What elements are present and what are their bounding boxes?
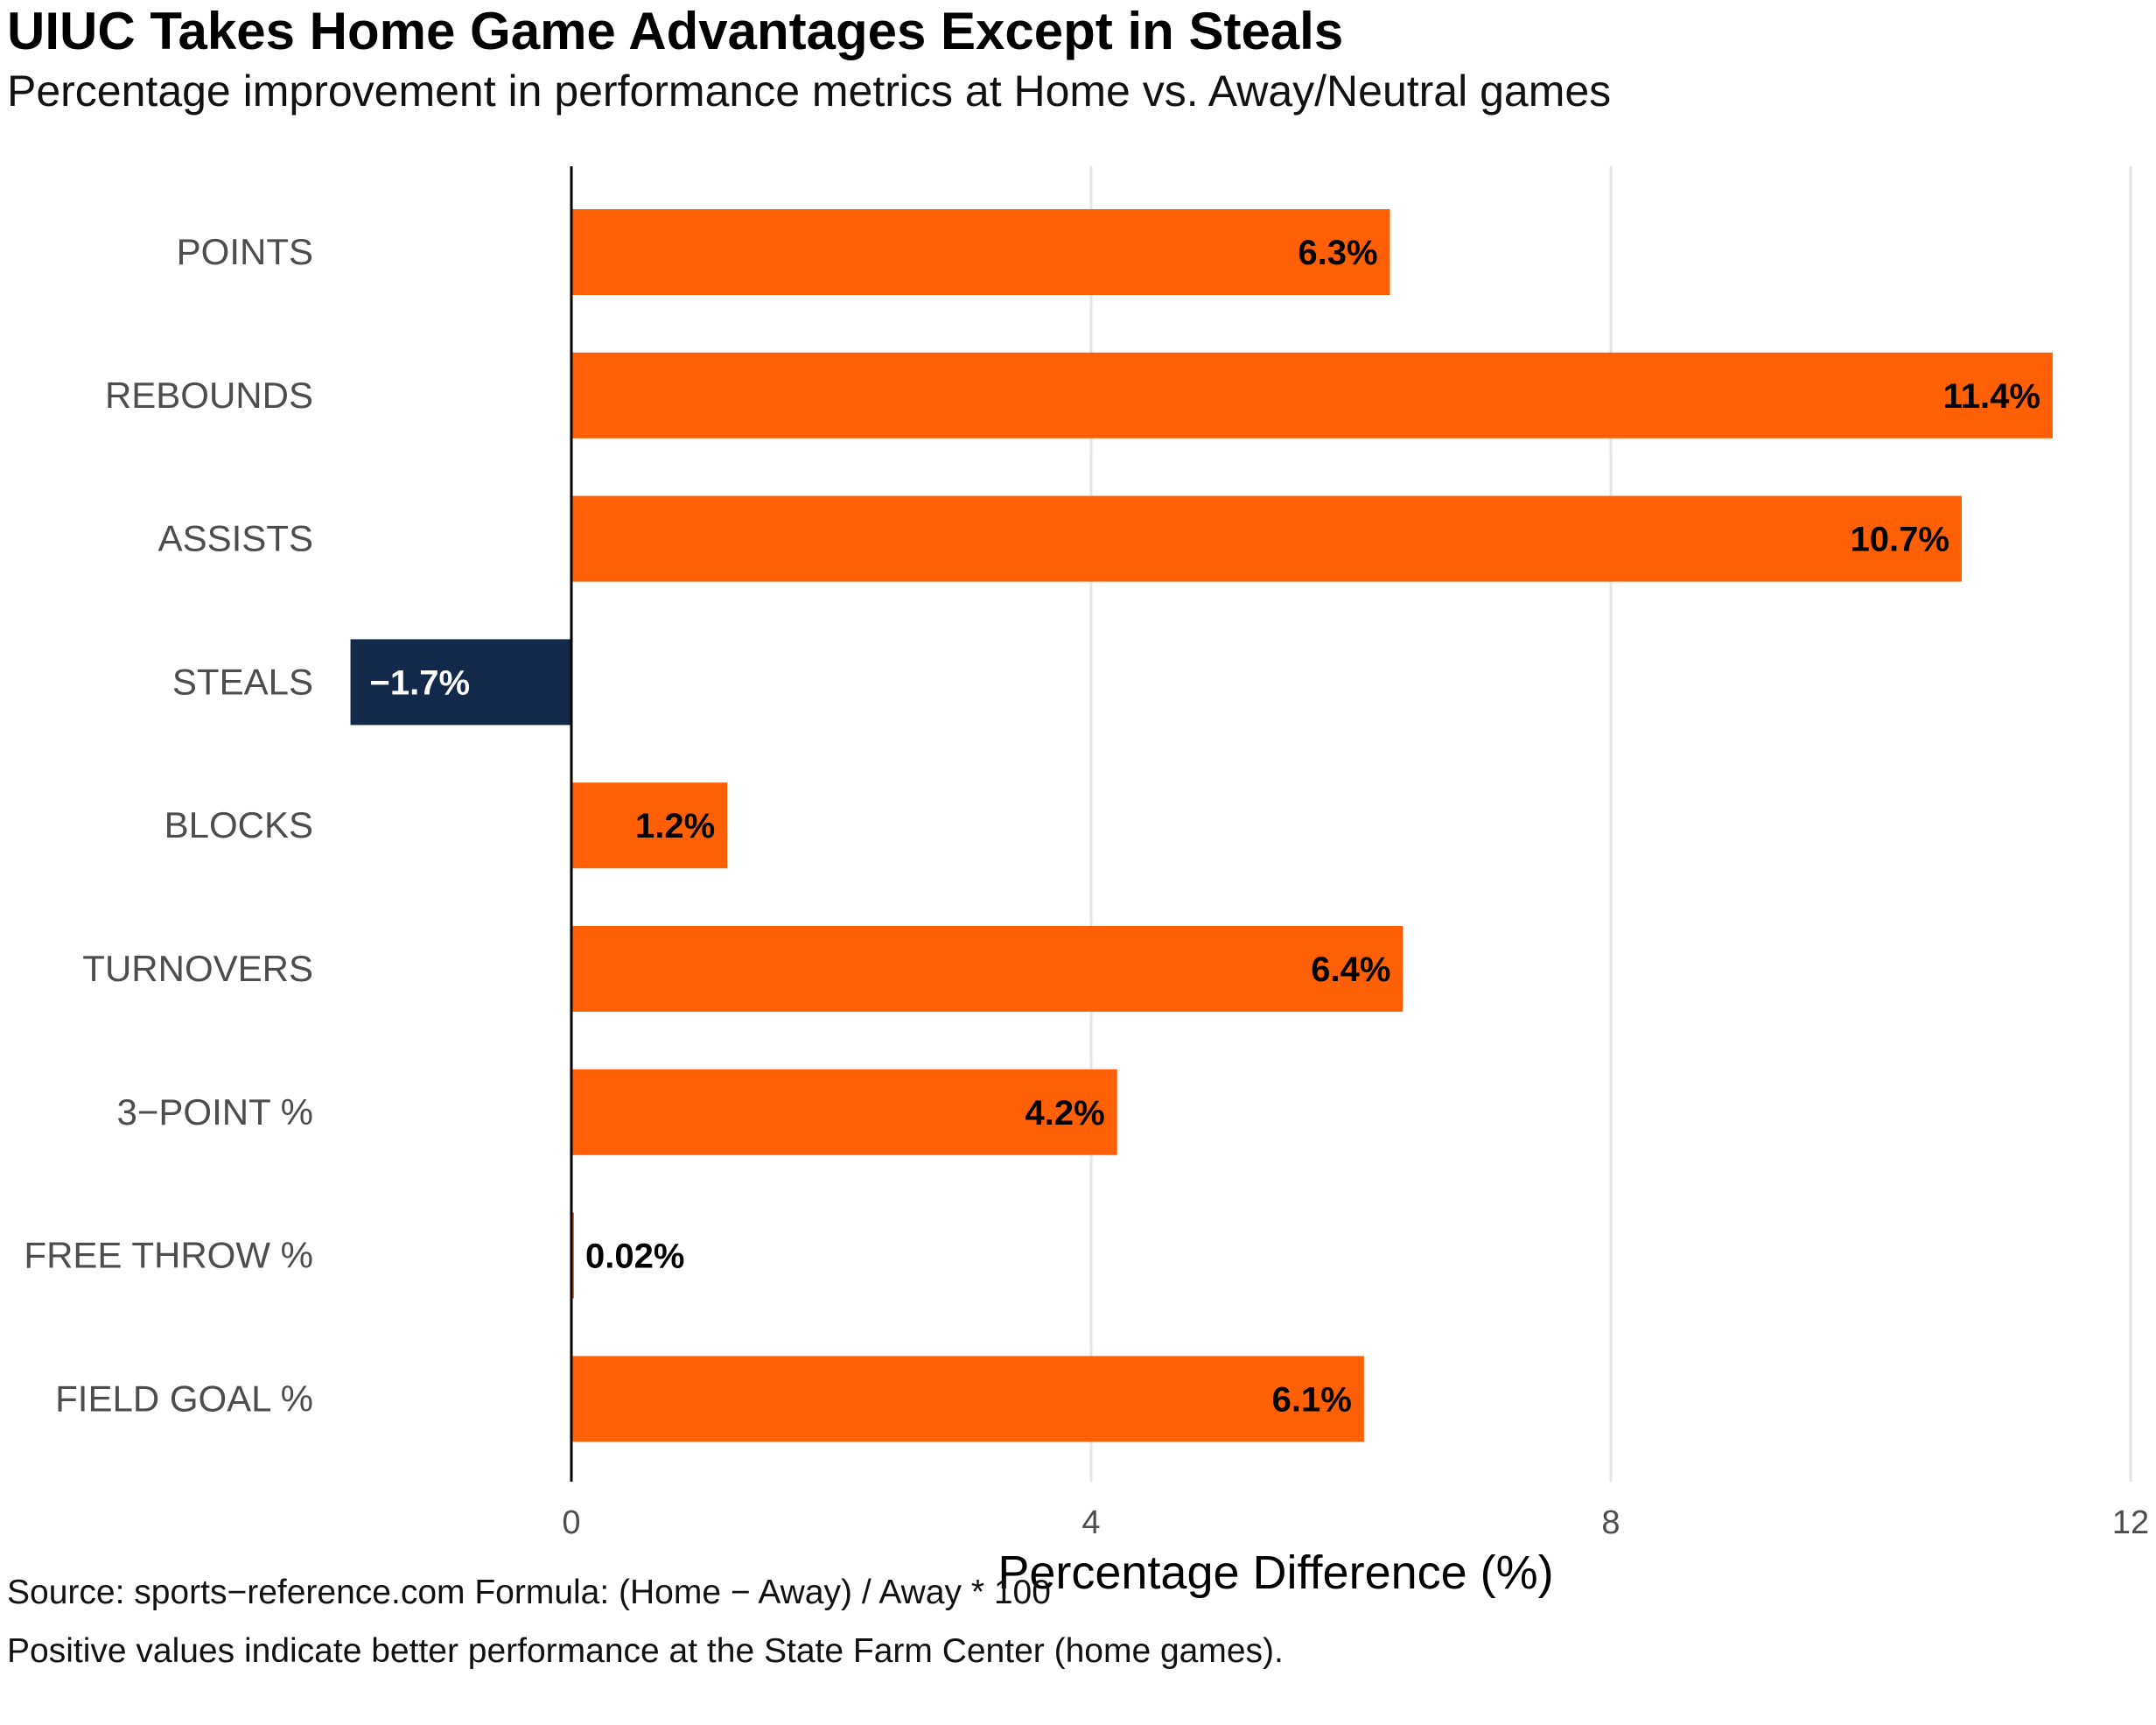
category-label: BLOCKS [164,804,313,845]
data-label: 6.4% [1311,950,1390,989]
bar-4 [571,782,728,869]
data-label: −1.7% [370,663,471,702]
data-label: 6.3% [1298,234,1377,272]
category-label: POINTS [177,231,313,272]
bar-0 [571,209,1390,295]
bar-2 [571,495,1962,582]
bar-3 [350,639,571,726]
x-tick-label: 8 [1601,1504,1620,1541]
x-tick-label: 0 [562,1504,580,1541]
category-label: FREE THROW % [24,1235,313,1276]
chart-title: UIUC Takes Home Game Advantages Except i… [7,2,1344,60]
source-caption: Source: sports−reference.com Formula: (H… [7,1574,1051,1611]
data-label: 0.02% [585,1238,684,1276]
category-label: ASSISTS [158,518,313,559]
x-tick-label: 4 [1082,1504,1100,1541]
bar-1 [571,352,2053,438]
category-label: REBOUNDS [105,375,313,416]
bar-6 [571,1069,1117,1155]
data-label: 10.7% [1851,521,1950,559]
data-label: 1.2% [635,807,715,845]
x-tick-label: 12 [2112,1504,2149,1541]
data-label: 4.2% [1026,1094,1105,1132]
category-label: FIELD GOAL % [55,1378,313,1419]
note-caption: Positive values indicate better performa… [7,1632,1284,1670]
category-label: STEALS [172,661,313,702]
x-axis-title: Percentage Difference (%) [998,1546,1553,1599]
chart-subtitle: Percentage improvement in performance me… [7,67,1612,116]
bar-8 [571,1356,1364,1442]
category-label: TURNOVERS [82,948,313,989]
data-label: 6.1% [1272,1380,1352,1419]
data-label: 11.4% [1943,377,2040,416]
bar-5 [571,926,1404,1012]
category-label: 3−POINT % [117,1091,313,1132]
